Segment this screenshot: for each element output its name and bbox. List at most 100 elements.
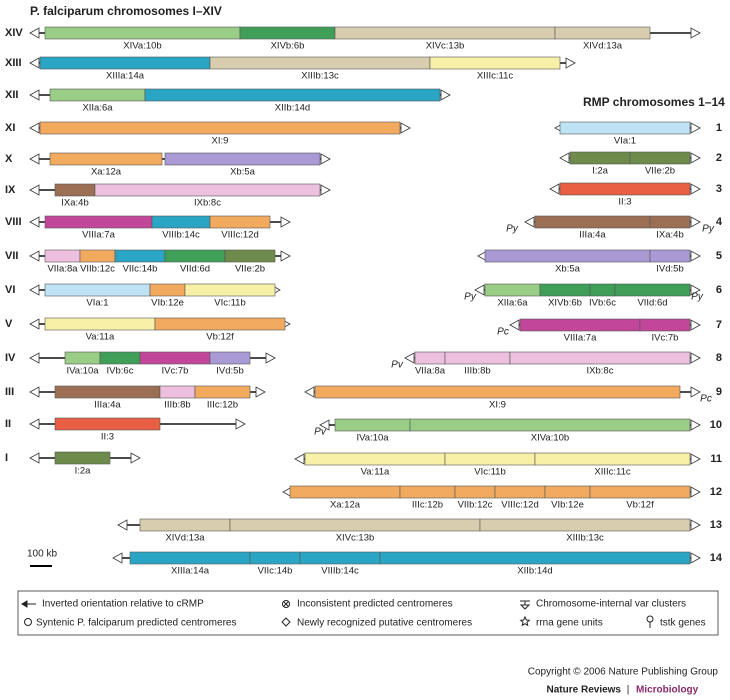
segment-label: Vb:12f <box>626 500 654 511</box>
segment-label: IIIa:4a <box>94 400 121 411</box>
segment <box>299 551 381 565</box>
segment <box>629 151 691 165</box>
segment <box>229 518 481 532</box>
telomere-arrow <box>400 122 411 134</box>
segment <box>39 56 211 70</box>
segment <box>544 485 591 499</box>
telomere-arrow <box>690 152 701 164</box>
segment <box>129 551 251 565</box>
title-left: P. falciparum chromosomes I–XIV <box>30 4 222 18</box>
species-annotation: Pv <box>391 360 404 371</box>
segment-label: Va:11a <box>361 467 390 478</box>
telomere-arrow <box>112 552 123 564</box>
legend-item: Syntenic P. falciparum predicted centrom… <box>36 618 236 629</box>
segment-label: Va:11a <box>86 332 115 343</box>
segment <box>334 26 556 40</box>
legend-item: Newly recognized putative centromeres <box>297 618 472 629</box>
segment-label: XIVc:13b <box>426 41 465 52</box>
segment <box>54 451 111 465</box>
chromosome-name: 13 <box>710 519 722 531</box>
segment <box>44 283 151 297</box>
species-annotation: Py <box>464 292 477 303</box>
chromosome-name: XI <box>5 122 15 134</box>
copyright: Copyright © 2006 Nature Publishing Group <box>528 667 719 678</box>
segment <box>64 351 101 365</box>
segment <box>79 249 116 263</box>
segment <box>519 318 641 332</box>
chromosome-name: 6 <box>716 284 722 296</box>
segment-label: XIVa:10b <box>531 433 569 444</box>
segment-label: XIVa:10b <box>123 41 161 52</box>
chromosome-name: 2 <box>716 152 722 164</box>
telomere-arrow <box>690 453 701 465</box>
segment <box>304 452 446 466</box>
telomere-arrow <box>29 386 40 398</box>
legend-item: Inverted orientation relative to cRMP <box>42 599 204 610</box>
segment <box>164 249 226 263</box>
telomere-arrow <box>559 152 570 164</box>
segment-label: IVc:7b <box>162 366 189 377</box>
segment-label: IVb:6c <box>107 366 134 377</box>
scale-label: 100 kb <box>27 549 57 560</box>
segment-label: VIIIb:14c <box>321 566 359 577</box>
segment-label: XIIIc:11c <box>594 467 631 478</box>
telomere-arrow <box>29 57 40 69</box>
telomere-arrow <box>690 27 701 39</box>
species-annotation: Pc <box>700 394 712 405</box>
chromosome-name: V <box>5 318 13 330</box>
segment <box>314 385 681 399</box>
segment-label: XIIa:6a <box>82 103 113 114</box>
telomere-arrow <box>29 250 40 262</box>
segment <box>209 351 251 365</box>
telomere-arrow <box>235 418 246 430</box>
segment-label: VIb:12e <box>551 500 584 511</box>
chromosome-name: VII <box>5 250 18 262</box>
telomere-arrow <box>117 519 128 531</box>
chromosome-name: 4 <box>716 216 723 228</box>
telomere-arrow <box>304 386 315 398</box>
telomere-arrow <box>690 183 701 195</box>
segment <box>139 351 211 365</box>
chromosome-name: II <box>5 418 11 430</box>
segment <box>484 283 541 297</box>
segment <box>224 249 276 263</box>
chromosome-name: VI <box>5 284 15 296</box>
segment <box>534 452 691 466</box>
segment <box>184 283 276 297</box>
segment-label: IIIa:4a <box>579 230 606 241</box>
legend-item: Inconsistent predicted centromeres <box>297 599 453 610</box>
telomere-arrow <box>690 552 701 564</box>
segment-label: VIIIa:7a <box>82 230 115 241</box>
telomere-arrow <box>690 519 701 531</box>
telomere-arrow <box>294 453 305 465</box>
segment <box>494 485 546 499</box>
segment <box>484 249 651 263</box>
section: Microbiology <box>636 685 699 696</box>
segment-label: XIVb:6b <box>271 41 305 52</box>
segment-label: XIIb:14d <box>517 566 552 577</box>
segment-label: IVa:10a <box>356 433 389 444</box>
telomere-arrow <box>130 452 141 464</box>
segment <box>209 215 271 229</box>
segment <box>164 152 321 166</box>
telomere-arrow <box>690 284 701 296</box>
segment <box>559 182 691 196</box>
telomere-arrow <box>29 153 40 165</box>
species-annotation: Pc <box>497 327 509 338</box>
telomere-arrow <box>524 216 535 228</box>
segment <box>154 317 286 331</box>
segment-label: IVb:6c <box>589 298 616 309</box>
segment-label: XIIIb:13c <box>566 533 604 544</box>
telomere-arrow <box>320 153 331 165</box>
segment <box>509 351 691 365</box>
segment <box>54 417 161 431</box>
chromosome-name: 10 <box>710 419 722 431</box>
telomere-arrow <box>280 250 291 262</box>
chromosome-name: IV <box>5 352 16 364</box>
segment-label: VIIa:8a <box>415 366 446 377</box>
telomere-arrow <box>690 352 701 364</box>
segment <box>149 283 186 297</box>
segment <box>209 56 431 70</box>
segment-label: VIIe:2b <box>645 166 675 177</box>
separator: | <box>627 685 630 696</box>
